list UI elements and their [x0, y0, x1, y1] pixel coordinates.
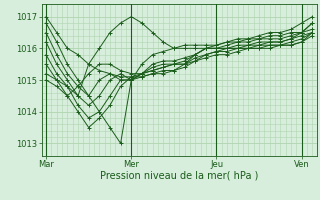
X-axis label: Pression niveau de la mer( hPa ): Pression niveau de la mer( hPa ): [100, 171, 258, 181]
